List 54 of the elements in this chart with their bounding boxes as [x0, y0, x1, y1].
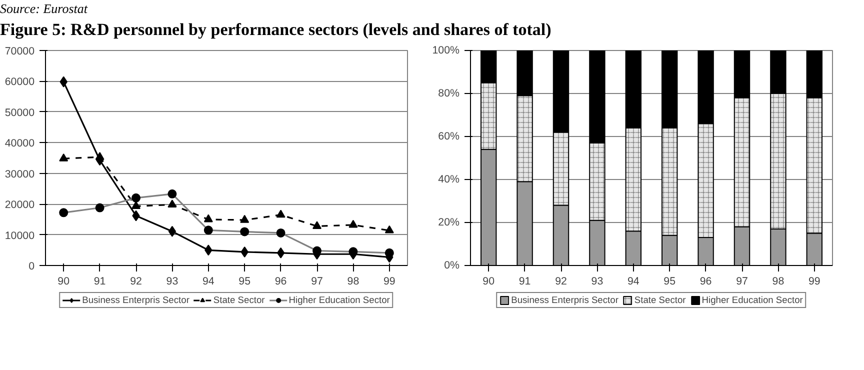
point [312, 221, 322, 229]
y-tick-label: 40% [438, 174, 460, 186]
x-tick-label: 96 [700, 276, 712, 288]
x-tick-label: 94 [202, 276, 214, 288]
legend-label: Higher Education Sector [288, 295, 390, 305]
x-tick-label: 99 [808, 276, 820, 288]
x-tick-label: 97 [736, 276, 748, 288]
y-tick-label: 100% [432, 44, 460, 56]
point [168, 200, 177, 208]
legend-label: Higher Education Sector [702, 295, 803, 305]
y-tick-label: 20% [438, 216, 460, 228]
point [348, 220, 358, 228]
y-tick-label: 0 [28, 260, 35, 272]
x-tick-label: 98 [772, 276, 784, 288]
point [132, 201, 140, 210]
legend-label: Business Enterpris Sector [511, 295, 618, 305]
point [384, 225, 394, 234]
y-tick-label: 20000 [4, 199, 35, 212]
x-tick-label: 92 [555, 276, 567, 288]
y-tick-label: 0% [444, 260, 460, 272]
x-tick-label: 94 [627, 276, 640, 288]
y-tick-label: 80% [438, 88, 460, 100]
point [168, 226, 176, 237]
legend-label: State Sector [634, 295, 686, 305]
point [276, 210, 286, 218]
point [59, 153, 68, 162]
legend-label: Business Enterpris Sector [82, 295, 190, 305]
y-tick-label: 30000 [4, 168, 35, 180]
x-tick-label: 92 [130, 276, 142, 288]
x-tick-label: 99 [383, 276, 396, 288]
y-tick-label: 60000 [4, 76, 35, 88]
x-tick-label: 93 [591, 276, 604, 288]
y-tick-label: 70000 [4, 46, 35, 58]
y-tick-label: 60% [438, 130, 460, 142]
chart-title: Figure 5: R&D personnel by performance sectors (levels and shares of total) [0, 19, 552, 41]
x-tick-label: 91 [94, 276, 106, 288]
y-tick-label: 50000 [4, 106, 35, 119]
point [95, 152, 104, 160]
x-tick-label: 95 [238, 276, 251, 288]
x-tick-label: 95 [664, 276, 676, 288]
x-tick-label: 90 [58, 276, 70, 288]
point [240, 214, 250, 223]
y-tick-label: 40000 [4, 138, 35, 150]
point [276, 247, 285, 258]
x-tick-label: 93 [166, 276, 178, 288]
point [204, 214, 213, 222]
x-tick-label: 90 [482, 276, 495, 288]
legend-label: State Sector [213, 295, 265, 305]
source-note: Source: Eurostat [0, 0, 88, 18]
y-tick-label: 10000 [4, 230, 35, 242]
x-tick-label: 91 [518, 276, 531, 288]
x-tick-label: 96 [274, 276, 287, 288]
x-tick-label: 98 [347, 276, 360, 288]
x-tick-label: 97 [311, 276, 323, 288]
